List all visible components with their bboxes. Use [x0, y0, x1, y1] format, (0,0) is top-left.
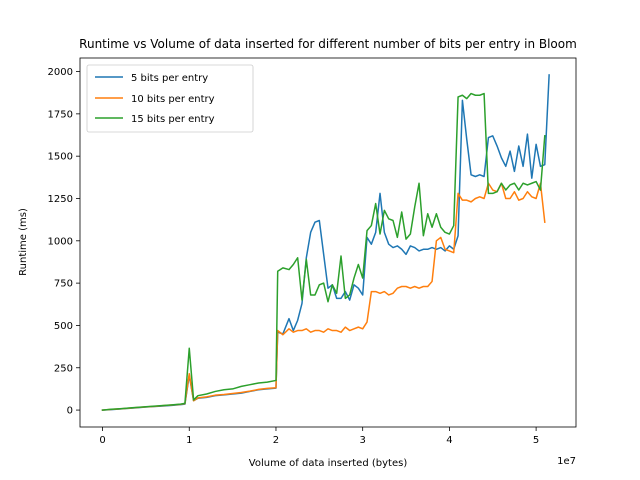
y-tick-label: 250: [54, 363, 73, 374]
x-tick-label: 4: [446, 435, 452, 446]
legend-label-10-bits: 10 bits per entry: [131, 94, 215, 105]
y-axis-label: Runtime (ms): [18, 208, 29, 276]
y-tick-label: 1000: [48, 236, 73, 247]
series-layer: [101, 74, 550, 411]
y-tick-label: 2000: [48, 67, 73, 78]
series-line-1: [101, 182, 546, 411]
legend-box: [86, 64, 254, 133]
y-axis: 0 250 500 750 1000 1250 1500 1750 2000: [48, 67, 80, 417]
y-tick-label: 1750: [48, 109, 73, 120]
series-line-2: [101, 92, 546, 411]
x-tick-label: 1: [186, 435, 192, 446]
y-tick-label: 1250: [48, 194, 73, 205]
y-tick-label: 0: [67, 406, 73, 417]
x-axis-offset-label: 1e7: [557, 456, 576, 467]
legend-label-5-bits: 5 bits per entry: [131, 73, 208, 84]
legend: 5 bits per entry 10 bits per entry 15 bi…: [86, 64, 254, 133]
x-axis: 0 1 2 3 4 5: [99, 427, 539, 446]
x-tick-label: 0: [99, 435, 105, 446]
x-tick-label: 2: [273, 435, 279, 446]
y-tick-label: 500: [54, 321, 73, 332]
x-tick-label: 5: [533, 435, 539, 446]
x-axis-label: Volume of data inserted (bytes): [249, 458, 408, 469]
y-tick-label: 1500: [48, 152, 73, 163]
y-tick-label: 750: [54, 279, 73, 290]
chart-title: Runtime vs Volume of data inserted for d…: [79, 37, 577, 51]
legend-label-15-bits: 15 bits per entry: [131, 114, 215, 125]
x-tick-label: 3: [359, 435, 365, 446]
plot-frame: [79, 57, 577, 428]
